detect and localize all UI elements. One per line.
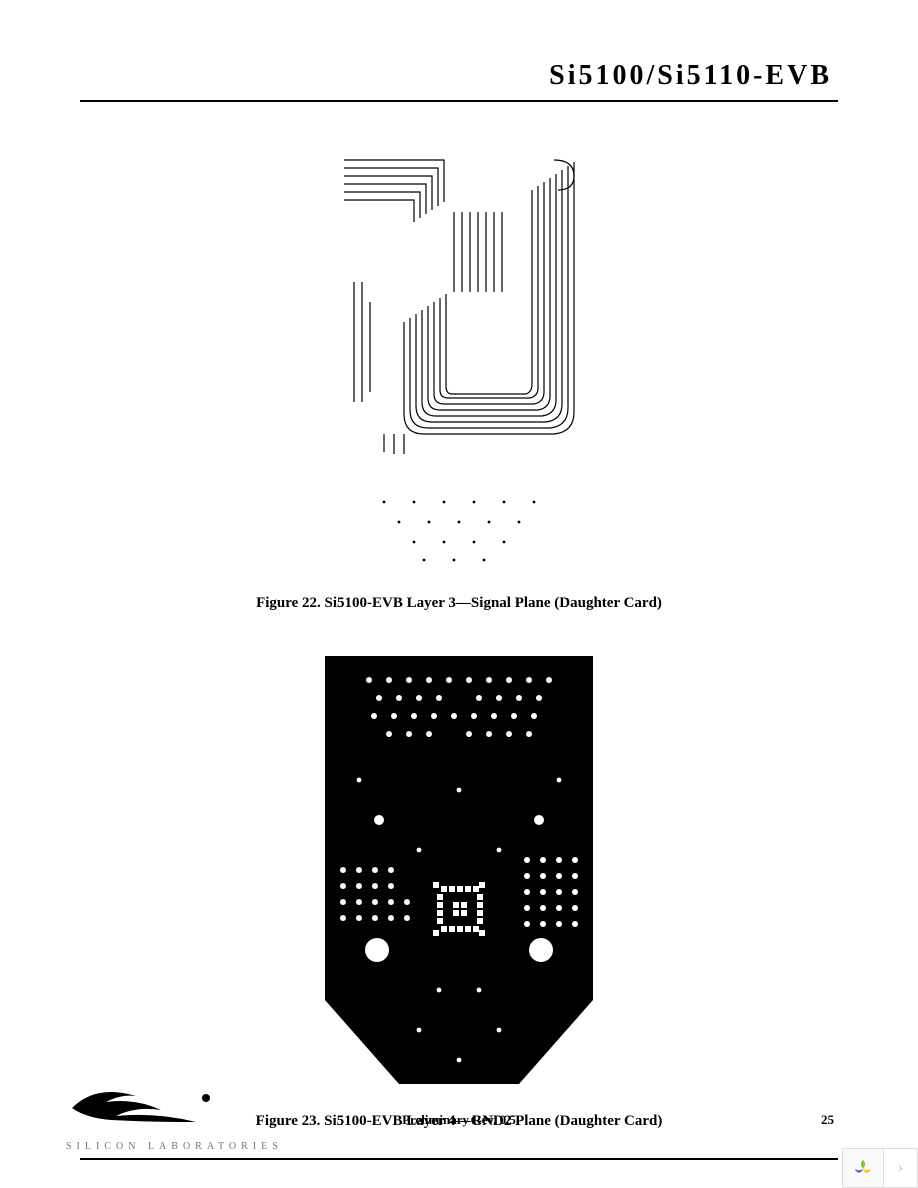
- figure-22-block: Figure 22. Si5100-EVB Layer 3—Signal Pla…: [80, 132, 838, 612]
- page-number: 25: [821, 1112, 834, 1128]
- pcb-gnd-svg: [319, 650, 599, 1090]
- figure-22-text: Si5100-EVB Layer 3—Signal Plane (Daughte…: [325, 595, 662, 611]
- viewer-widget: ›: [842, 1148, 918, 1188]
- header-rule: [80, 100, 838, 102]
- figure-22-image: [324, 142, 594, 577]
- company-name: SILICON LABORATORIES: [66, 1141, 283, 1152]
- footer-revision: Preliminary Rev. 0.5: [80, 1112, 838, 1128]
- pcb-signal-svg: [324, 142, 594, 572]
- page-footer: SILICON LABORATORIES Preliminary Rev. 0.…: [80, 1100, 838, 1160]
- figure-22-caption: Figure 22. Si5100-EVB Layer 3—Signal Pla…: [80, 595, 838, 612]
- widget-logo-icon[interactable]: [843, 1149, 883, 1187]
- figure-23-block: Figure 23. Si5100-EVB Layer 4—GND2 Plane…: [80, 640, 838, 1130]
- widget-next-arrow-icon[interactable]: ›: [883, 1149, 917, 1187]
- figure-23-image: [319, 650, 599, 1095]
- document-title: Si5100/Si5110-EVB: [80, 60, 838, 100]
- figure-22-prefix: Figure 22.: [256, 595, 321, 611]
- page-container: Si5100/Si5110-EVB: [0, 0, 918, 1188]
